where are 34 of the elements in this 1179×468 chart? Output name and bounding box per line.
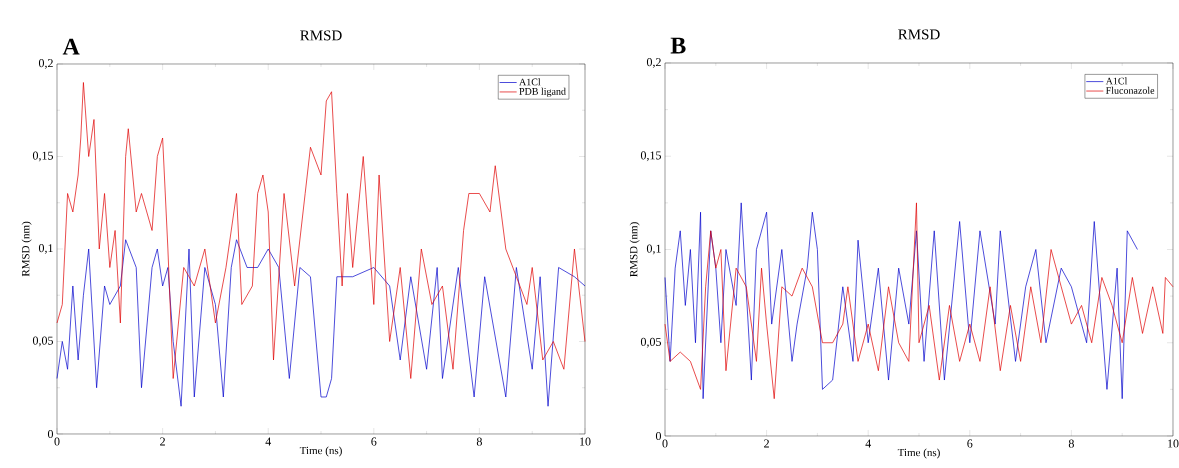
x-tick-label: 2 xyxy=(764,439,769,448)
x-tick-label: 10 xyxy=(580,437,591,446)
legend-label: Fluconazole xyxy=(1105,86,1155,94)
y-axis-title: RMSD (nm) xyxy=(21,221,32,277)
y-tick-label: 0,05 xyxy=(640,337,662,348)
chart-title: RMSD xyxy=(300,30,342,41)
y-tick-label: 0,2 xyxy=(646,58,661,68)
y-tick-label: 0,05 xyxy=(32,336,54,347)
x-tick-label: 6 xyxy=(967,439,973,448)
legend-label: A1Cl xyxy=(1105,77,1128,85)
text: A xyxy=(62,38,80,55)
x-tick-label: 8 xyxy=(1068,439,1074,448)
legend-label: PDB ligand xyxy=(519,87,566,97)
x-axis-title: Time (ns) xyxy=(897,448,940,459)
y-tick-label: 0,15 xyxy=(640,151,662,162)
x-tick-label: 8 xyxy=(476,437,482,446)
x-tick-label: 0 xyxy=(54,437,60,446)
x-tick-label: 4 xyxy=(865,439,872,448)
x-tick-label: 4 xyxy=(265,437,272,446)
x-tick-label: 2 xyxy=(160,437,165,446)
text: B xyxy=(670,37,686,54)
y-tick-label: 0,15 xyxy=(32,151,54,162)
y-tick-label: 0,1 xyxy=(38,244,53,254)
x-tick-label: 10 xyxy=(1168,439,1179,448)
chart-title: RMSD xyxy=(898,29,940,40)
y-axis-title: RMSD (nm) xyxy=(629,222,640,277)
legend-label: A1Cl xyxy=(519,78,541,86)
x-axis-title: Time (ns) xyxy=(299,446,342,457)
line-series xyxy=(56,239,586,407)
y-tick-label: 0 xyxy=(47,429,54,439)
y-tick-label: 0,2 xyxy=(38,59,53,69)
x-tick-label: 0 xyxy=(662,439,668,448)
x-tick-label: 6 xyxy=(371,437,377,446)
y-tick-label: 0,1 xyxy=(646,244,661,255)
